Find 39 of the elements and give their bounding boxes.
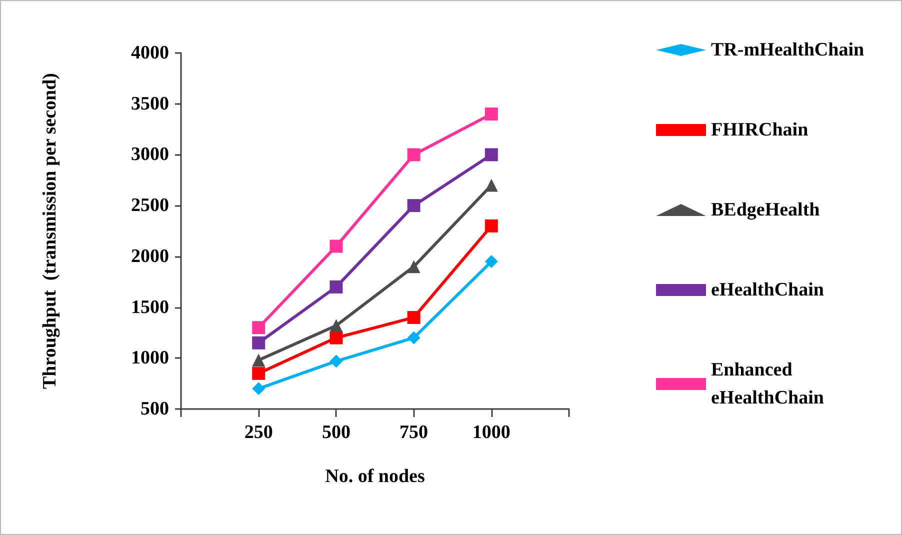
y-tick-label: 1000 (131, 348, 169, 369)
point (484, 178, 498, 192)
legend-label: BEdgeHealth (711, 200, 820, 220)
y-tick-label: 500 (140, 398, 169, 420)
y-tick-label: 3000 (131, 144, 169, 166)
y-tick-label: 2000 (131, 246, 169, 267)
point (484, 219, 498, 232)
point (252, 366, 266, 380)
x-axis-title: No. of nodes (325, 466, 425, 487)
y-axis-title: Throughput (transmission per second) (40, 72, 60, 390)
point (330, 280, 343, 294)
legend-label: eHealthChain (711, 280, 824, 300)
point (330, 319, 343, 332)
point (407, 331, 420, 344)
x-tick-label: 250 (244, 422, 273, 443)
legend-label: Enhanced eHealthChain (711, 360, 824, 408)
x-tick-label: 1000 (472, 422, 510, 443)
y-tick-label: 3500 (131, 93, 169, 114)
point (252, 336, 266, 350)
point (484, 108, 498, 121)
point (407, 199, 420, 212)
point (252, 321, 266, 334)
point (330, 354, 343, 368)
point (407, 148, 420, 162)
x-tick-label: 750 (400, 422, 428, 443)
point (330, 331, 343, 344)
y-tick-label: 1500 (131, 296, 169, 318)
point (484, 255, 498, 268)
point (407, 260, 420, 274)
point (330, 240, 343, 253)
legend-label: FHIRChain (711, 120, 809, 140)
point (252, 382, 266, 396)
point (407, 310, 420, 324)
y-tick-label: 4000 (131, 42, 169, 64)
y-tick-label: 2500 (131, 195, 169, 216)
legend-label: TR-mHealthChain (711, 40, 864, 60)
point (252, 354, 266, 367)
x-tick-label: 500 (322, 422, 350, 443)
point (484, 148, 498, 162)
